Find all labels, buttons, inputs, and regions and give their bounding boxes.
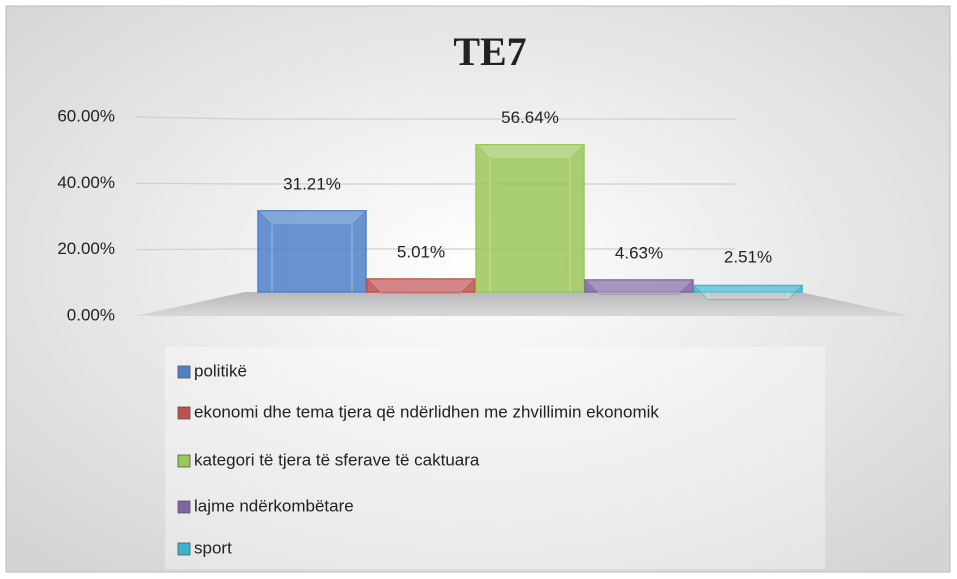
legend-label: kategori të tjera të sferave të caktuara — [194, 450, 480, 469]
bar — [365, 278, 477, 294]
legend-swatch — [177, 500, 191, 514]
value-label: 4.63% — [615, 243, 663, 262]
bar-top — [474, 144, 586, 160]
y-tick-label: 20.00% — [57, 239, 115, 258]
bar — [692, 284, 804, 300]
floor — [135, 292, 910, 316]
bar-front — [475, 143, 585, 293]
chart-title: TE7 — [453, 29, 526, 74]
bar — [256, 210, 368, 293]
y-tick-label: 40.00% — [57, 173, 115, 192]
value-label: 31.21% — [283, 174, 341, 193]
bar — [583, 279, 695, 295]
legend-label: sport — [194, 538, 232, 557]
legend-box — [165, 347, 825, 569]
bar-top — [692, 284, 804, 300]
value-label: 2.51% — [724, 247, 772, 266]
bar-top — [583, 279, 695, 295]
bar-top — [256, 210, 368, 226]
y-tick-label: 0.00% — [67, 305, 115, 324]
value-label: 56.64% — [501, 108, 559, 127]
legend-label: ekonomi dhe tema tjera që ndërlidhen me … — [194, 402, 659, 421]
y-tick-label: 60.00% — [57, 106, 115, 125]
bar — [474, 143, 586, 293]
grid-line — [134, 182, 735, 185]
legend-label: politikë — [194, 361, 247, 380]
legend-swatch — [177, 406, 191, 420]
legend-swatch — [177, 454, 191, 468]
legend-label: lajme ndërkombëtare — [194, 496, 354, 515]
grid-line — [134, 116, 735, 120]
legend-swatch — [177, 365, 191, 379]
value-label: 5.01% — [397, 242, 445, 261]
legend-swatch — [177, 542, 191, 556]
bar-top — [365, 278, 477, 294]
